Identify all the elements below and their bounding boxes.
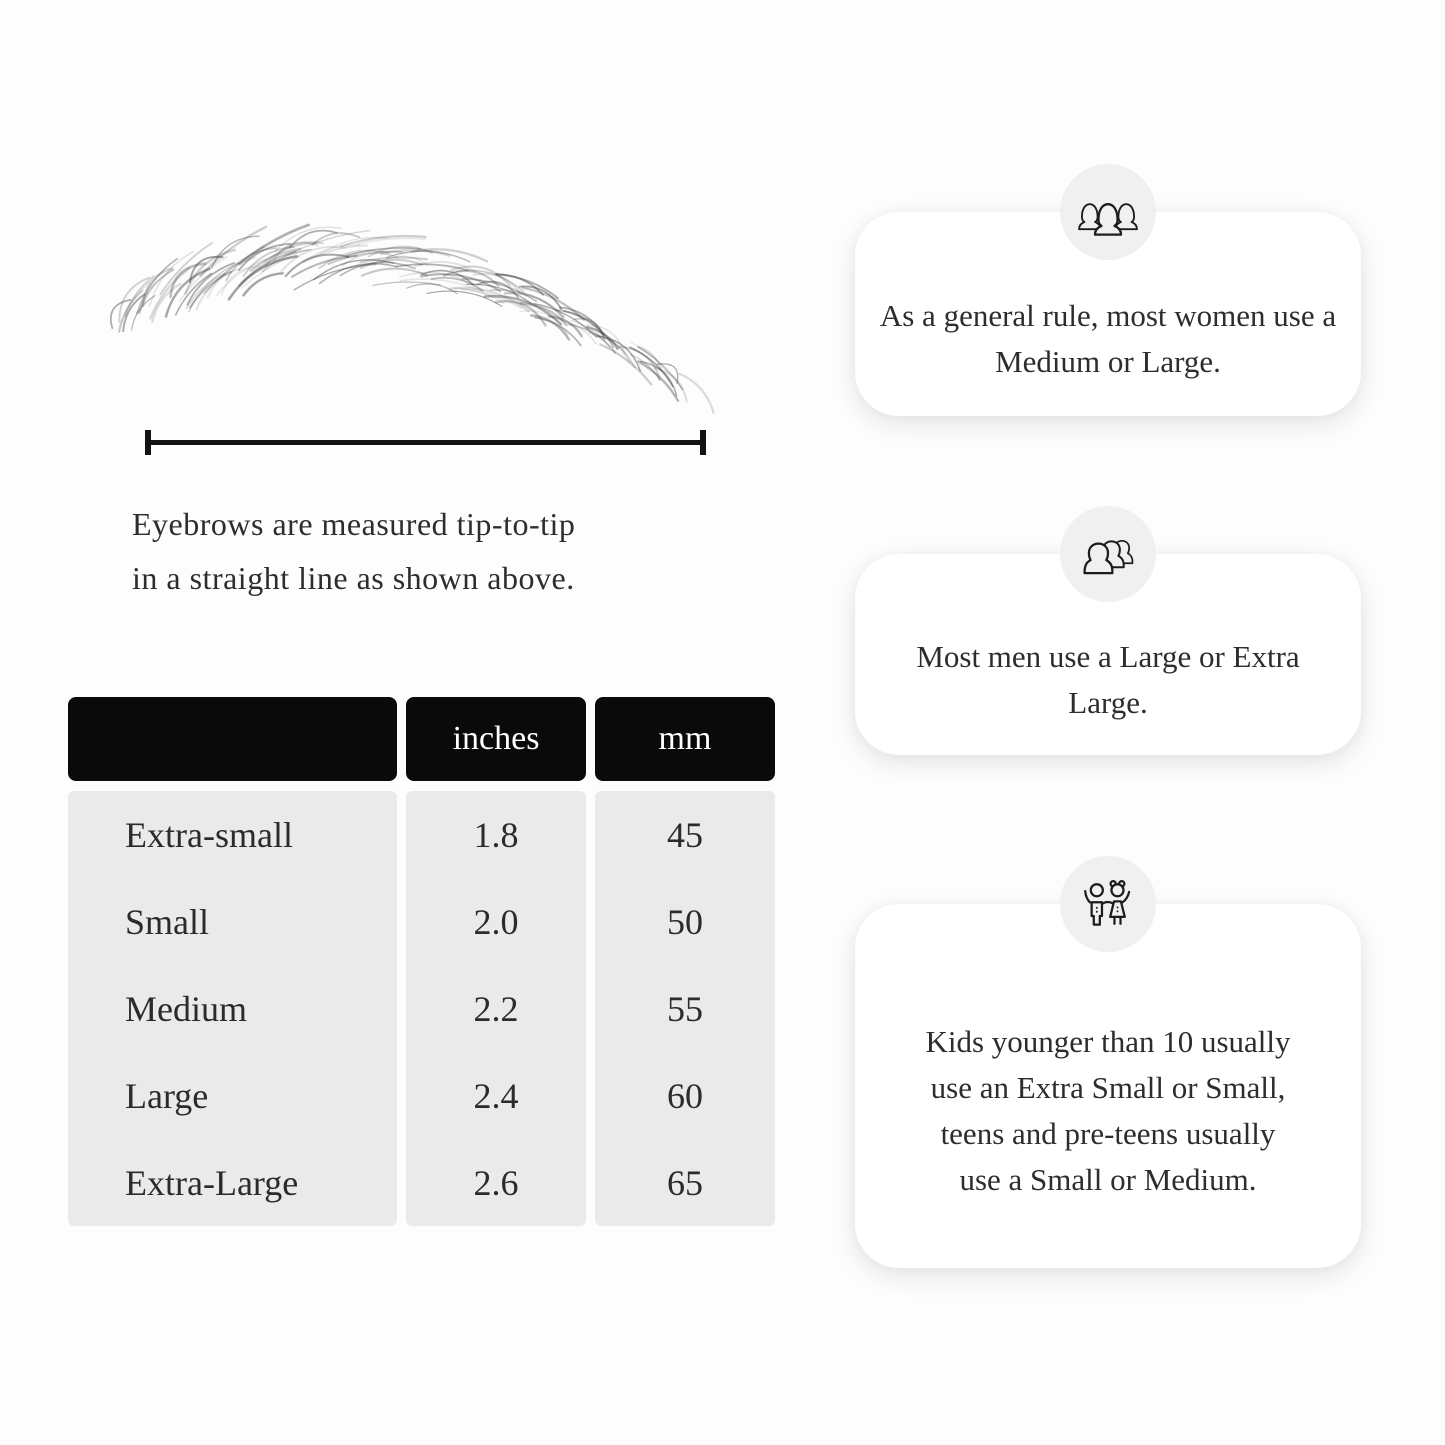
mm-value: 55	[667, 988, 703, 1029]
mm-value: 65	[667, 1162, 703, 1203]
card-kids: Kids younger than 10 usually use an Extr…	[855, 856, 1361, 1268]
mm-value: 50	[667, 901, 703, 942]
men-group-icon	[1083, 539, 1134, 575]
header-blank	[68, 697, 397, 781]
size-table: inches mm Extra-small Small Medium Large…	[68, 697, 775, 1226]
measurement-caption: Eyebrows are measured tip-to-tip in a st…	[132, 497, 575, 605]
card-men-text: Most men use a Large or Extra Large.	[916, 638, 1300, 720]
caption-line-1: Eyebrows are measured tip-to-tip	[132, 506, 576, 542]
mm-value: 60	[667, 1075, 703, 1116]
inches-value: 2.2	[473, 988, 519, 1029]
size-label-column: Extra-small Small Medium Large Extra-Lar…	[68, 791, 397, 1226]
children-icon	[1084, 880, 1131, 926]
size-label: Extra-Large	[125, 1162, 299, 1203]
inches-column: 1.8 2.0 2.2 2.4 2.6	[406, 791, 586, 1226]
icon-circle	[1060, 164, 1156, 260]
card-men: Most men use a Large or Extra Large.	[855, 506, 1361, 755]
size-label: Large	[125, 1075, 209, 1116]
header-inches: inches	[406, 697, 586, 781]
eyebrow-illustration	[109, 223, 715, 414]
inches-value: 2.4	[473, 1075, 519, 1116]
header-mm: mm	[595, 697, 775, 781]
icon-circle	[1060, 506, 1156, 602]
mm-value: 45	[667, 814, 703, 855]
card-kids-text: Kids younger than 10 usually use an Extr…	[925, 1024, 1291, 1197]
inches-value: 2.6	[473, 1162, 519, 1203]
caption-line-2: in a straight line as shown above.	[132, 560, 575, 596]
card-women: As a general rule, most women use a Medi…	[855, 164, 1361, 416]
inches-value: 2.0	[473, 901, 519, 942]
measurement-line	[145, 430, 706, 455]
card-women-text: As a general rule, most women use a Medi…	[879, 298, 1337, 379]
mm-column: 45 50 55 60 65	[595, 791, 775, 1226]
size-label: Medium	[125, 988, 247, 1029]
size-table-header: inches mm	[68, 697, 775, 781]
size-table-body: Extra-small Small Medium Large Extra-Lar…	[68, 791, 775, 1226]
icon-circle	[1060, 856, 1156, 952]
inches-value: 1.8	[473, 814, 519, 855]
size-label: Small	[125, 901, 210, 942]
size-label: Extra-small	[125, 814, 293, 855]
women-group-icon	[1078, 203, 1138, 236]
